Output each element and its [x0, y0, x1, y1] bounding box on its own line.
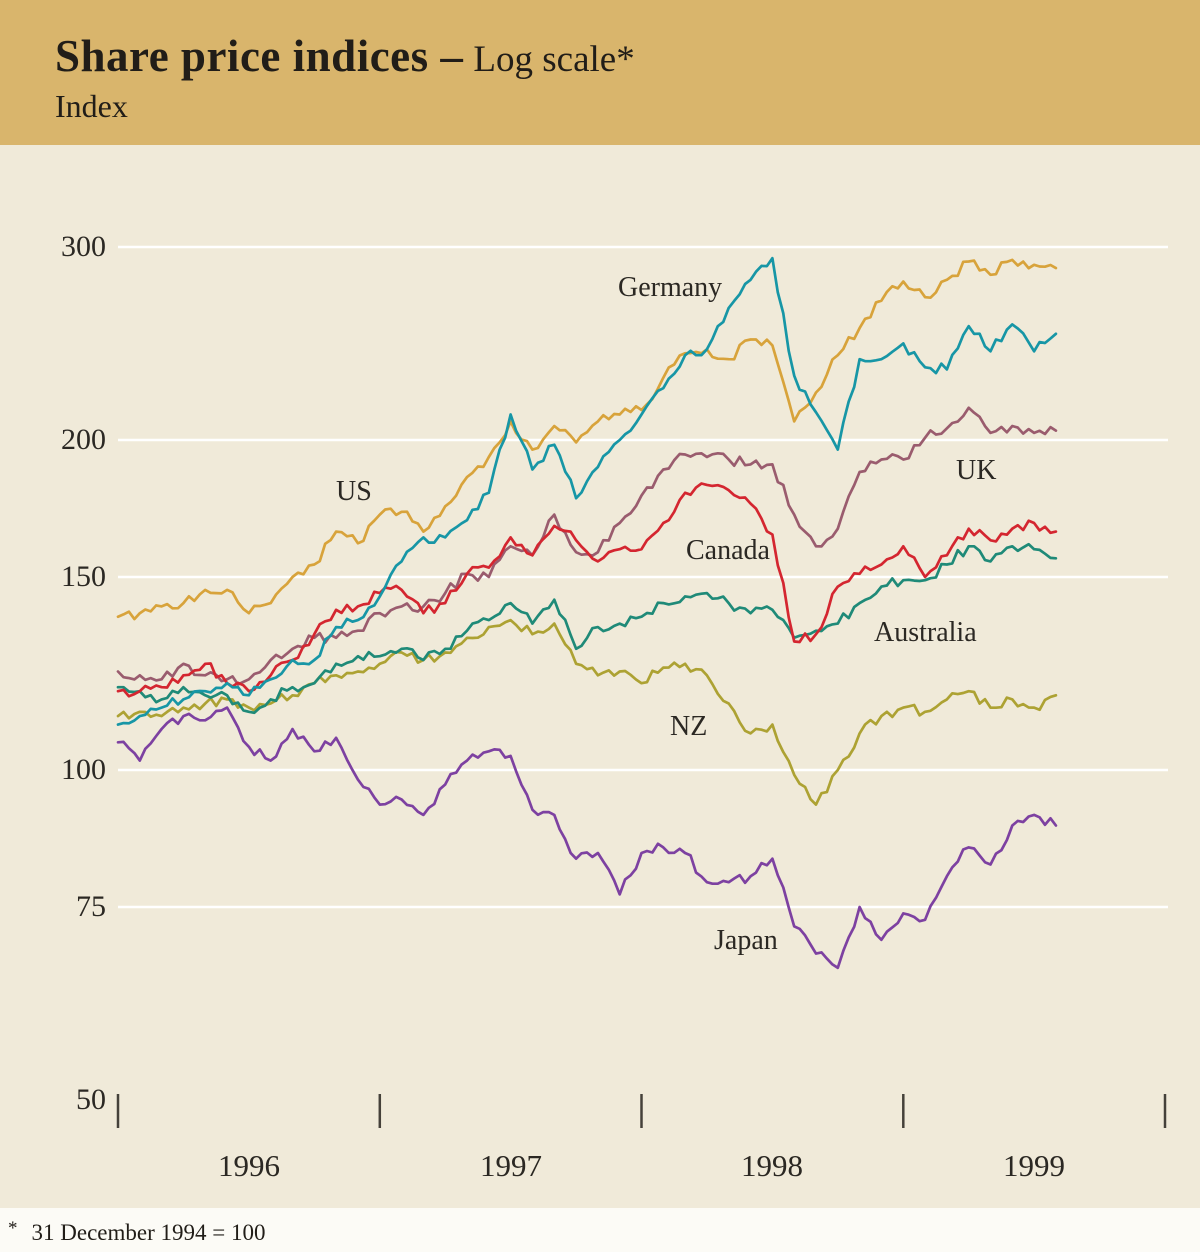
x-axis-label-1997: 1997	[480, 1148, 542, 1183]
chart-title-main: Share price indices –	[55, 31, 464, 81]
y-axis-label-300: 300	[61, 230, 106, 263]
series-label-us: US	[336, 476, 372, 507]
series-label-australia: Australia	[874, 617, 977, 648]
chart-title-qualifier: Log scale*	[473, 39, 635, 80]
header-band: Share price indices – Log scale* Index	[0, 0, 1200, 145]
plot-area-background	[0, 145, 1200, 1208]
footnote-text: 31 December 1994 = 100	[31, 1220, 266, 1245]
y-axis-label-200: 200	[61, 423, 106, 456]
series-label-nz: NZ	[670, 711, 708, 742]
axis-unit-label: Index	[55, 88, 128, 124]
chart-title: Share price indices – Log scale*	[55, 30, 635, 82]
x-axis-label-1999: 1999	[1003, 1148, 1065, 1183]
series-label-germany: Germany	[618, 272, 723, 303]
footnote: * 31 December 1994 = 100	[8, 1218, 265, 1246]
y-axis-label-75: 75	[76, 890, 106, 923]
footnote-marker: *	[8, 1218, 18, 1239]
x-axis-label-1996: 1996	[218, 1148, 280, 1183]
y-axis-label-50: 50	[76, 1083, 106, 1116]
x-axis-label-1998: 1998	[741, 1148, 803, 1183]
y-axis-label-150: 150	[61, 560, 106, 593]
series-label-japan: Japan	[714, 925, 778, 956]
y-axis-label-100: 100	[61, 753, 106, 786]
series-label-uk: UK	[956, 455, 997, 486]
series-label-canada: Canada	[686, 535, 770, 566]
